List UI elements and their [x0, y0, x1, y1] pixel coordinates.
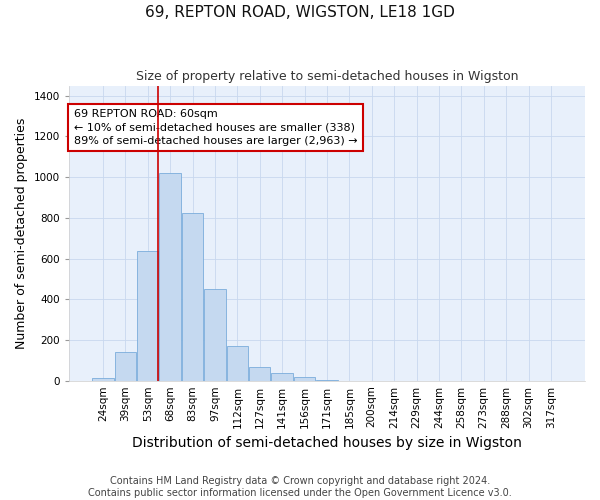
Bar: [204, 289, 226, 380]
Bar: [227, 346, 248, 380]
Bar: [160, 173, 181, 380]
Bar: [92, 378, 113, 380]
Text: 69, REPTON ROAD, WIGSTON, LE18 1GD: 69, REPTON ROAD, WIGSTON, LE18 1GD: [145, 5, 455, 20]
Bar: [137, 252, 158, 380]
Bar: [115, 352, 136, 380]
Text: Contains HM Land Registry data © Crown copyright and database right 2024.
Contai: Contains HM Land Registry data © Crown c…: [88, 476, 512, 498]
Y-axis label: Number of semi-detached properties: Number of semi-detached properties: [15, 118, 28, 349]
Bar: [182, 213, 203, 380]
Title: Size of property relative to semi-detached houses in Wigston: Size of property relative to semi-detach…: [136, 70, 518, 83]
Bar: [271, 372, 293, 380]
Text: 69 REPTON ROAD: 60sqm
← 10% of semi-detached houses are smaller (338)
89% of sem: 69 REPTON ROAD: 60sqm ← 10% of semi-deta…: [74, 109, 358, 146]
Bar: [294, 377, 315, 380]
Bar: [249, 368, 271, 380]
X-axis label: Distribution of semi-detached houses by size in Wigston: Distribution of semi-detached houses by …: [132, 436, 522, 450]
